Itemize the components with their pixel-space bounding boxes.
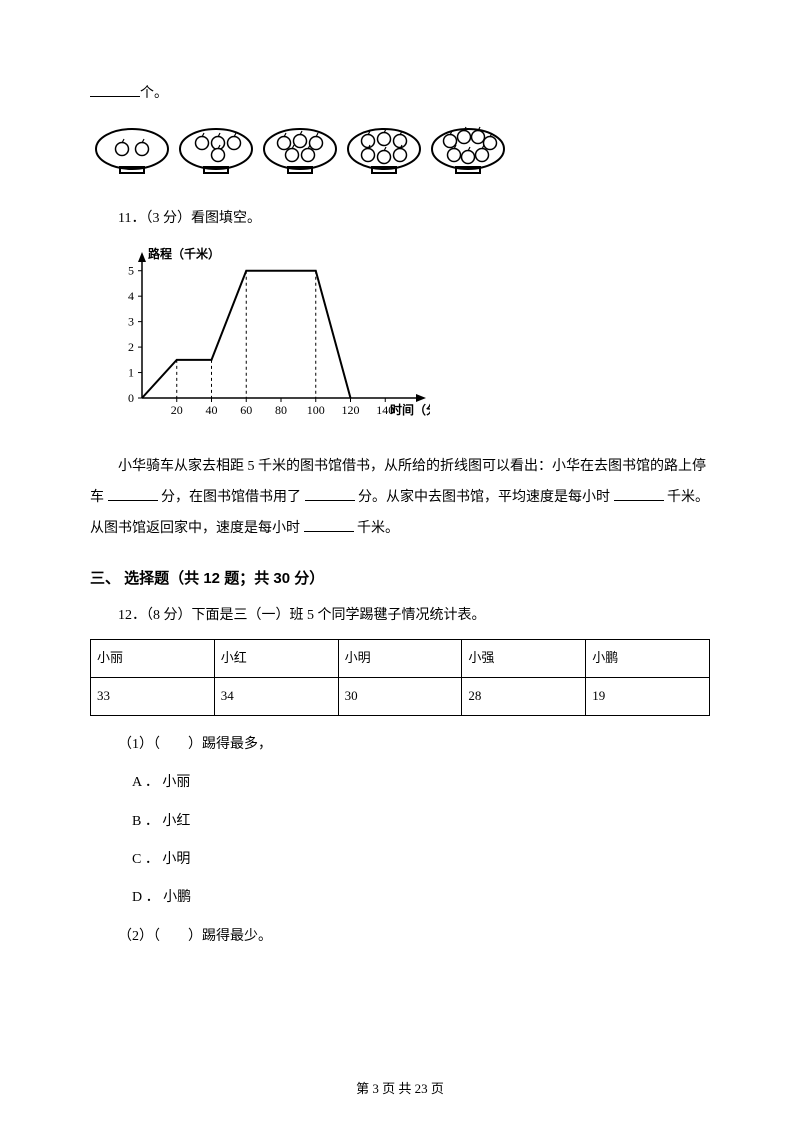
option-a[interactable]: A ． 小丽 (104, 772, 710, 794)
svg-text:3: 3 (128, 315, 134, 329)
q12-sub2: （2）（ ）踢得最少。 (90, 926, 710, 948)
opt-c-text: 小明 (162, 852, 190, 867)
td-1: 34 (214, 677, 338, 715)
q12-table: 小丽 小红 小明 小强 小鹏 33 34 30 28 19 (90, 639, 710, 716)
opt-a-letter: A (132, 775, 141, 790)
td-2: 30 (338, 677, 462, 715)
svg-text:100: 100 (307, 403, 325, 417)
q11-p4: 千米。 (357, 521, 399, 536)
opt-b-letter: B (132, 814, 141, 829)
blank-q10[interactable] (90, 80, 140, 97)
bowls-svg (90, 123, 510, 179)
footer-total: 23 (415, 1081, 428, 1096)
option-b[interactable]: B ． 小红 (104, 811, 710, 833)
blank-borrow-minutes[interactable] (305, 484, 355, 501)
opt-d-text: 小鹏 (163, 890, 191, 905)
line-chart-svg: 01234520406080100120140路程（千米）时间（分） (100, 246, 430, 426)
table-row-data: 33 34 30 28 19 (91, 677, 710, 715)
svg-text:60: 60 (240, 403, 252, 417)
svg-text:4: 4 (128, 289, 134, 303)
page-footer: 第 3 页 共 23 页 (0, 1079, 800, 1100)
q11-p1: 分，在图书馆借书用了 (161, 490, 301, 505)
apple-bowls-figure (90, 123, 710, 187)
blank-speed-to[interactable] (614, 484, 664, 501)
opt-c-letter: C (132, 852, 141, 867)
svg-text:120: 120 (342, 403, 360, 417)
opt-a-text: 小丽 (162, 775, 190, 790)
svg-text:40: 40 (206, 403, 218, 417)
blank-speed-back[interactable] (304, 515, 354, 532)
q12-sub1: （1）（ ）踢得最多， (90, 734, 710, 756)
option-d[interactable]: D ． 小鹏 (104, 887, 710, 909)
td-0: 33 (91, 677, 215, 715)
q12-label: 12．（8 分）下面是三（一）班 5 个同学踢毽子情况统计表。 (90, 605, 710, 627)
section-3-header: 三、 选择题（共 12 题；共 30 分） (90, 567, 710, 591)
svg-text:0: 0 (128, 391, 134, 405)
svg-text:20: 20 (171, 403, 183, 417)
th-0: 小丽 (91, 640, 215, 678)
table-row-header: 小丽 小红 小明 小强 小鹏 (91, 640, 710, 678)
svg-text:路程（千米）: 路程（千米） (148, 246, 220, 261)
svg-text:1: 1 (128, 366, 134, 380)
th-2: 小明 (338, 640, 462, 678)
q11-chart: 01234520406080100120140路程（千米）时间（分） (100, 246, 710, 434)
q10-suffix: 个。 (140, 86, 168, 101)
q10-tail: 个。 (90, 80, 710, 105)
td-4: 19 (586, 677, 710, 715)
q11-paragraph: 小华骑车从家去相距 5 千米的图书馆借书，从所给的折线图可以看出：小华在去图书馆… (90, 452, 710, 544)
svg-text:时间（分）: 时间（分） (390, 402, 430, 417)
q11-label: 11．（3 分）看图填空。 (90, 208, 710, 230)
td-3: 28 (462, 677, 586, 715)
footer-mid: 页 共 (379, 1081, 415, 1096)
option-c[interactable]: C ． 小明 (104, 849, 710, 871)
th-1: 小红 (214, 640, 338, 678)
blank-stop-minutes[interactable] (108, 484, 158, 501)
svg-text:5: 5 (128, 264, 134, 278)
th-4: 小鹏 (586, 640, 710, 678)
svg-text:80: 80 (275, 403, 287, 417)
opt-d-letter: D (132, 890, 142, 905)
svg-text:2: 2 (128, 340, 134, 354)
footer-prefix: 第 (356, 1081, 372, 1096)
opt-b-text: 小红 (162, 814, 190, 829)
th-3: 小强 (462, 640, 586, 678)
q11-p2: 分。从家中去图书馆，平均速度是每小时 (358, 490, 610, 505)
footer-suffix: 页 (428, 1081, 444, 1096)
